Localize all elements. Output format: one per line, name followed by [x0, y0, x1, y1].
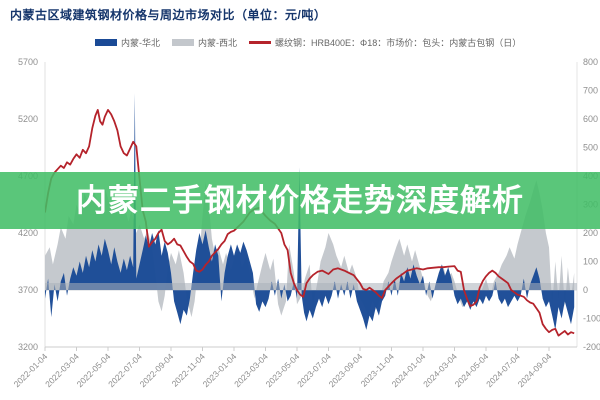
chart-legend: 内蒙-华北 内蒙-西北 螺纹钢：HRB400E：Φ18：市场价：包头：内蒙古包钢…: [95, 36, 521, 49]
plot-area: [45, 93, 577, 337]
right-axis-tick: 0: [583, 285, 588, 295]
legend-item-rebar-price[interactable]: 螺纹钢：HRB400E：Φ18：市场价：包头：内蒙古包钢（日）: [249, 36, 521, 49]
legend-label: 螺纹钢：HRB400E：Φ18：市场价：包头：内蒙古包钢（日）: [275, 38, 522, 48]
x-axis-tick: 2023-09-04: [327, 351, 365, 389]
legend-label: 内蒙-西北: [198, 38, 237, 48]
series-内蒙-华北: [45, 93, 575, 330]
series-螺纹钢：HRB400E：Φ18：市场价：包头：内蒙古包钢（日）: [45, 109, 575, 337]
legend-item-neimeng-xibei[interactable]: 内蒙-西北: [172, 36, 237, 49]
right-axis-tick: 500: [583, 143, 598, 153]
right-axis-tick: 200: [583, 228, 598, 238]
left-axis-tick: 4200: [18, 228, 38, 238]
bar-swatch-icon: [172, 39, 194, 46]
right-axis-tick: -100: [583, 314, 600, 324]
promo-banner-overlay: 内蒙二手钢材价格走势深度解析: [0, 172, 600, 229]
line-swatch-icon: [249, 41, 271, 44]
right-axis-tick: 100: [583, 257, 598, 267]
left-axis-tick: 5700: [18, 57, 38, 67]
left-axis-tick: 3700: [18, 285, 38, 295]
right-axis-tick: 800: [583, 57, 598, 67]
left-axis-tick: 3200: [18, 342, 38, 352]
legend-item-neimeng-huabei[interactable]: 内蒙-华北: [95, 36, 160, 49]
banner-title: 内蒙二手钢材价格走势深度解析: [76, 183, 524, 218]
left-axis-tick: 5200: [18, 114, 38, 124]
x-axis-tick: 2022-09-04: [138, 351, 176, 389]
legend-label: 内蒙-华北: [121, 38, 160, 48]
right-axis-tick: 600: [583, 114, 598, 124]
right-axis-tick: 700: [583, 86, 598, 96]
right-axis-tick: -200: [583, 342, 600, 352]
chart-title: 内蒙古区域建筑钢材价格与周边市场对比（单位：元/吨）: [10, 8, 327, 22]
baseline-cluster-band: [45, 283, 577, 291]
bar-swatch-icon: [95, 39, 117, 46]
x-axis-tick: 2024-09-04: [516, 351, 554, 389]
